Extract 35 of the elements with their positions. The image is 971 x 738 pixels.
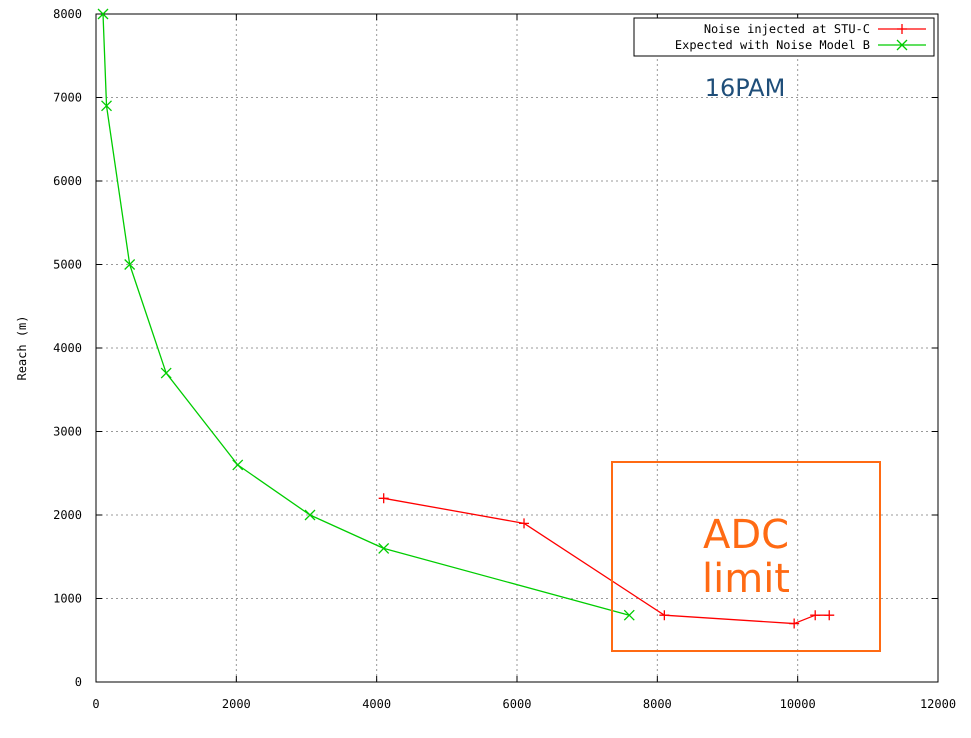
point [304,509,316,521]
y-tick-label: 2000 [53,508,82,522]
point [824,610,835,621]
point [624,610,635,621]
annotation: 16PAM [704,74,786,102]
point [232,459,244,471]
y-tick-label: 4000 [53,341,82,355]
y-tick-label: 0 [74,675,82,689]
legend-label: Expected with Noise Model B [674,38,870,52]
x-tick-label: 0 [92,697,100,711]
x-tick-label: 4000 [362,697,392,711]
x-tick-label: 10000 [780,697,816,711]
y-tick-label: 8000 [53,7,82,21]
point [788,618,800,630]
x-tick-label: 12000 [920,697,956,711]
point [658,610,670,621]
point [100,100,112,112]
x-tick-label: 6000 [502,697,532,711]
y-tick-label: 7000 [53,90,82,104]
y-tick-label: 6000 [53,174,82,188]
point [97,8,109,20]
x-tick-label: 2000 [222,697,251,711]
point [378,542,390,554]
x-tick-label: 8000 [642,697,672,711]
y-tick-label: 5000 [53,258,82,272]
annotation: ADC limit [702,512,790,602]
point [810,610,821,621]
point [518,518,530,529]
point [378,492,390,504]
y-axis-title: Reach (m) [15,315,29,381]
y-tick-label: 3000 [53,424,82,438]
point [124,258,136,270]
legend-label: Noise injected at STU-C [704,22,870,36]
y-tick-label: 1000 [53,592,82,606]
point [160,367,172,379]
